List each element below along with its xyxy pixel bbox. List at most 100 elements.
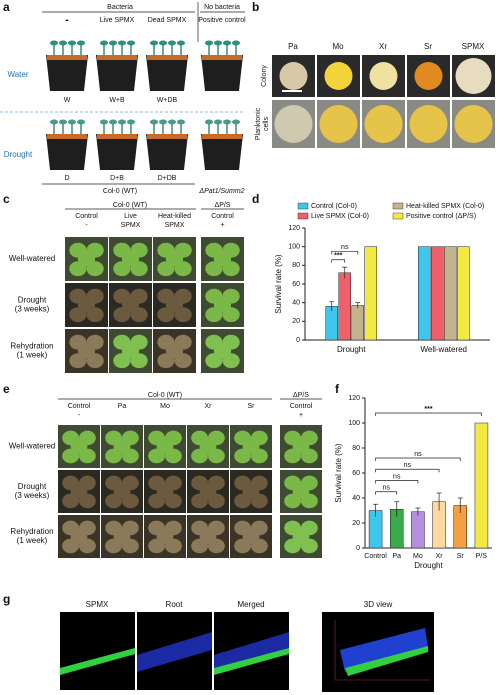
x-tick-label: Well-watered: [420, 345, 467, 354]
label: Rehydration: [10, 527, 53, 536]
y-tick-label: 100: [348, 420, 360, 427]
leaf: [69, 307, 87, 323]
leaf: [79, 448, 96, 464]
label: ΔP/S: [293, 392, 309, 399]
label: Rehydration: [10, 342, 53, 351]
significance-bracket: [375, 468, 440, 473]
leaf: [174, 353, 192, 369]
significance-bracket: [375, 491, 398, 495]
pot: [96, 134, 138, 170]
leaf: [100, 40, 108, 46]
panel-label: d: [252, 192, 259, 206]
panel-label: b: [252, 0, 259, 14]
leaf: [121, 493, 139, 509]
culture: [319, 105, 358, 143]
label: Mo: [160, 403, 170, 410]
bacteria-signal: [214, 648, 289, 675]
label: ΔPat1/Summ2: [198, 188, 244, 195]
significance-label: ***: [424, 406, 432, 413]
bar: [351, 305, 364, 341]
leaf: [174, 261, 192, 277]
leaf: [100, 119, 108, 125]
leaf: [68, 40, 76, 46]
label: cells: [263, 117, 270, 132]
y-tick-label: 60: [292, 281, 300, 288]
label: Control: [75, 213, 98, 220]
bar: [444, 246, 457, 341]
leaf: [205, 40, 213, 46]
legend-label: Control (Col-0): [311, 203, 357, 210]
bar: [431, 246, 444, 341]
leaf: [168, 40, 176, 46]
leaf: [59, 119, 67, 125]
significance-label: ns: [404, 462, 412, 469]
y-axis-label: Survival rate (%): [274, 254, 283, 313]
pot: [96, 55, 138, 91]
label: W+DB: [157, 97, 178, 104]
leaf: [284, 538, 301, 554]
leaf: [69, 353, 87, 369]
colony: [279, 62, 308, 90]
leaf: [130, 307, 148, 323]
leaf: [127, 119, 135, 125]
y-tick-label: 100: [288, 244, 300, 251]
y-tick-label: 60: [352, 470, 360, 477]
leaf: [165, 493, 182, 509]
culture: [409, 105, 448, 143]
x-axis-label: Drought: [414, 561, 443, 570]
x-tick-label: Pa: [392, 553, 401, 560]
leaf: [301, 493, 318, 509]
leaf: [222, 261, 240, 277]
label: -: [85, 222, 88, 229]
leaf: [165, 538, 182, 554]
leaf: [127, 40, 135, 46]
colony: [455, 58, 492, 94]
colony: [324, 62, 353, 90]
leaf: [208, 448, 225, 464]
soil: [147, 134, 187, 139]
leaf: [79, 538, 96, 554]
leaf: [130, 353, 148, 369]
label: Live SPMX: [100, 17, 135, 24]
soil: [202, 134, 242, 139]
leaf: [222, 353, 240, 369]
leaf: [232, 40, 240, 46]
leaf: [205, 119, 213, 125]
leaf: [159, 119, 167, 125]
y-tick-label: 80: [352, 445, 360, 452]
leaf: [105, 538, 122, 554]
x-tick-label: Drought: [337, 345, 366, 354]
y-tick-label: 0: [356, 545, 360, 552]
root-signal: [137, 632, 212, 672]
label: (3 weeks): [15, 305, 50, 314]
culture: [454, 105, 493, 143]
legend-swatch: [392, 212, 404, 220]
label: Col-0 (WT): [103, 188, 137, 195]
label: -: [78, 412, 81, 419]
label: Colony: [261, 65, 268, 87]
label: Xr: [379, 42, 387, 51]
pot: [46, 55, 88, 91]
significance-label: ns: [341, 244, 349, 251]
leaf: [234, 448, 252, 464]
label: Col-0 (WT): [113, 202, 147, 209]
culture: [364, 105, 403, 143]
label: +: [299, 412, 303, 419]
leaf: [130, 261, 148, 277]
leaf: [205, 307, 223, 323]
label: SPMX: [121, 222, 141, 229]
soil: [47, 134, 87, 139]
soil: [147, 55, 187, 60]
bar: [364, 246, 377, 341]
leaf: [148, 448, 166, 464]
leaf: [205, 261, 223, 277]
x-tick-label: Xr: [436, 553, 444, 560]
leaf: [157, 307, 175, 323]
leaf: [301, 538, 318, 554]
y-tick-label: 40: [352, 495, 360, 502]
leaf: [113, 353, 131, 369]
significance-bracket: [375, 457, 461, 461]
leaf: [113, 261, 131, 277]
label: Pa: [118, 403, 127, 410]
y-tick-label: 40: [292, 300, 300, 307]
